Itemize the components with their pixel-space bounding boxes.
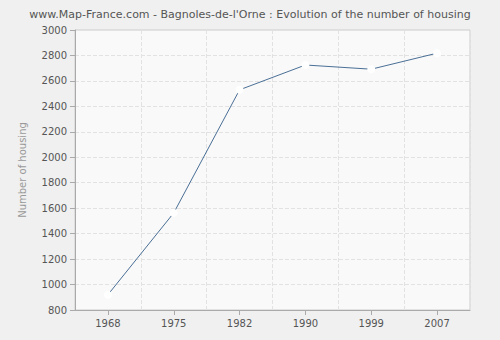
svg-text:Number of housing: Number of housing xyxy=(17,122,28,218)
svg-text:2800: 2800 xyxy=(42,50,67,61)
svg-text:2000: 2000 xyxy=(42,152,67,163)
svg-text:1968: 1968 xyxy=(95,318,120,329)
svg-text:2400: 2400 xyxy=(42,101,67,112)
svg-text:2007: 2007 xyxy=(424,318,449,329)
svg-text:2200: 2200 xyxy=(42,126,67,137)
svg-text:3000: 3000 xyxy=(42,25,67,36)
svg-text:1000: 1000 xyxy=(42,279,67,290)
svg-text:1982: 1982 xyxy=(227,318,252,329)
svg-text:2600: 2600 xyxy=(42,75,67,86)
svg-text:1600: 1600 xyxy=(42,203,67,214)
svg-text:1800: 1800 xyxy=(42,177,67,188)
svg-text:1400: 1400 xyxy=(42,228,67,239)
svg-text:1999: 1999 xyxy=(359,318,384,329)
svg-text:1990: 1990 xyxy=(293,318,318,329)
svg-text:www.Map-France.com - Bagnoles-: www.Map-France.com - Bagnoles-de-l'Orne … xyxy=(29,8,470,21)
svg-text:800: 800 xyxy=(48,305,67,316)
svg-text:1975: 1975 xyxy=(161,318,186,329)
svg-text:1200: 1200 xyxy=(42,254,67,265)
